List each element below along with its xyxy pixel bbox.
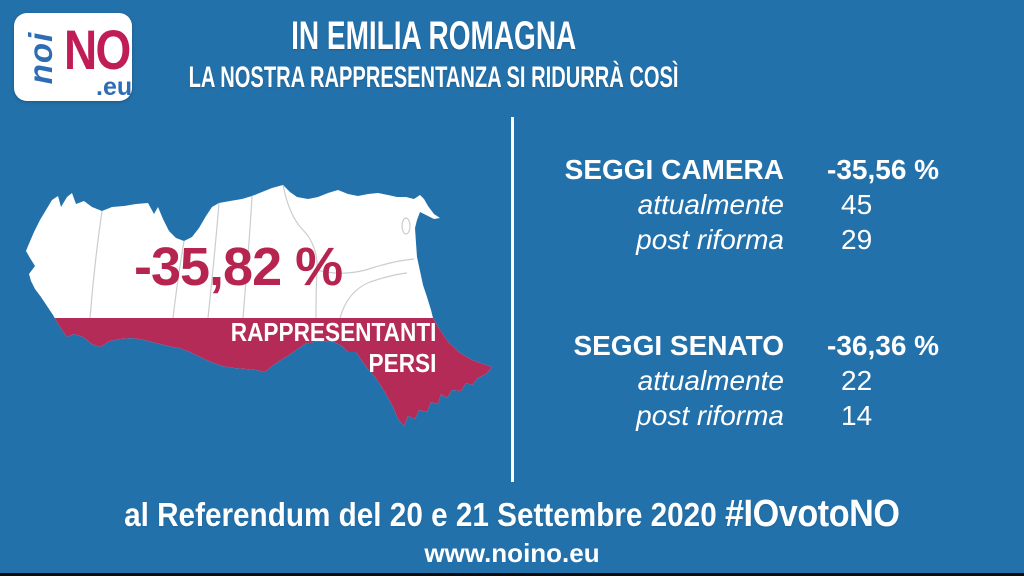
camera-change-pct: -35,56 % bbox=[827, 154, 940, 185]
region-loss-percentage: -35,82 % bbox=[134, 237, 343, 297]
lost-representatives-line2: PERSI bbox=[368, 348, 436, 378]
logo-no-text: NO bbox=[64, 18, 131, 81]
senato-current-row: attualmente 22 bbox=[540, 363, 980, 398]
camera-post-label: post riforma bbox=[636, 224, 784, 255]
camera-post-row: post riforma 29 bbox=[540, 222, 980, 257]
lost-representatives-line1: RAPPRESENTANTI bbox=[230, 317, 436, 347]
camera-stats: SEGGI CAMERA -35,56 % attualmente 45 pos… bbox=[540, 152, 980, 257]
senato-post-value: 14 bbox=[841, 400, 873, 431]
senato-title: SEGGI SENATO bbox=[573, 330, 784, 361]
senato-post-label: post riforma bbox=[636, 400, 784, 431]
camera-current-value: 45 bbox=[841, 189, 873, 220]
vertical-divider bbox=[511, 117, 514, 482]
referendum-date-text: al Referendum del 20 e 21 Settembre 2020 bbox=[124, 496, 717, 533]
senato-current-value: 22 bbox=[841, 365, 873, 396]
footer: al Referendum del 20 e 21 Settembre 2020… bbox=[0, 492, 1024, 537]
page-title: IN EMILIA ROMAGNA bbox=[291, 14, 577, 58]
hashtag-iovotono: #IOvotoNO bbox=[725, 493, 900, 535]
logo-eu-text: .eu bbox=[96, 73, 133, 101]
emilia-romagna-map bbox=[26, 184, 492, 426]
camera-current-row: attualmente 45 bbox=[540, 187, 980, 222]
region-shape-lost bbox=[54, 318, 492, 426]
noino-logo: noi NO .eu bbox=[14, 13, 132, 101]
senato-header-row: SEGGI SENATO -36,36 % bbox=[540, 328, 980, 363]
camera-current-label: attualmente bbox=[637, 189, 784, 220]
camera-post-value: 29 bbox=[841, 224, 873, 255]
senato-stats: SEGGI SENATO -36,36 % attualmente 22 pos… bbox=[540, 328, 980, 433]
lost-representatives-label: RAPPRESENTANTI PERSI bbox=[230, 317, 436, 379]
senato-change-pct: -36,36 % bbox=[827, 330, 940, 361]
senato-current-label: attualmente bbox=[637, 365, 784, 396]
senato-post-row: post riforma 14 bbox=[540, 398, 980, 433]
camera-header-row: SEGGI CAMERA -35,56 % bbox=[540, 152, 980, 187]
province-borders bbox=[89, 184, 415, 319]
camera-title: SEGGI CAMERA bbox=[564, 154, 784, 185]
website-url: www.noino.eu bbox=[424, 538, 600, 568]
header: IN EMILIA ROMAGNA LA NOSTRA RAPPRESENTAN… bbox=[0, 14, 868, 94]
bottom-border-strip bbox=[0, 573, 1024, 576]
page-subtitle: LA NOSTRA RAPPRESENTANZA SI RIDURRÀ COSÌ bbox=[189, 60, 679, 94]
